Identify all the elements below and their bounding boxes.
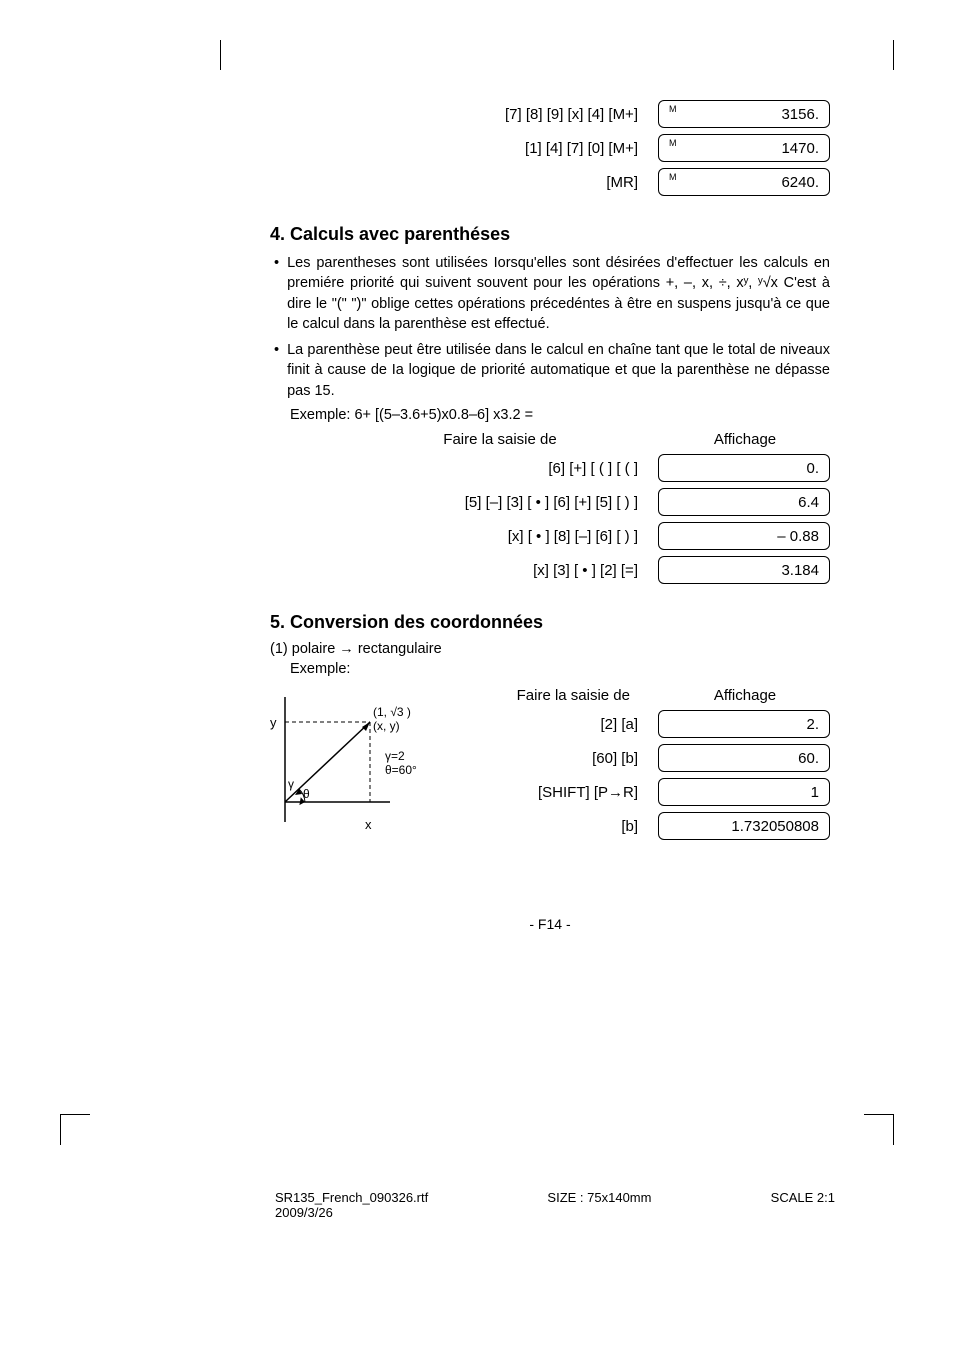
- header-display: Affichage: [660, 431, 830, 448]
- footer-filename: SR135_French_090326.rtf: [275, 1190, 428, 1205]
- display: 6.4: [658, 488, 830, 516]
- key-sequence: [x] [ • ] [8] [–] [6] [ ) ]: [340, 528, 658, 545]
- calc-row: [6] [+] [ ( ] [ ( ] 0.: [340, 454, 830, 482]
- calc-row: [2] [a] 2.: [435, 710, 830, 738]
- table-header: Faire la saisie de Affichage: [340, 431, 830, 448]
- key-sequence: [SHIFT] [P→R]: [435, 784, 658, 801]
- calc-row: [x] [ • ] [8] [–] [6] [ ) ] – 0.88: [340, 522, 830, 550]
- display-value: 3156.: [781, 106, 819, 123]
- key-sequence: [MR]: [340, 174, 658, 191]
- display: – 0.88: [658, 522, 830, 550]
- key-sequence: [1] [4] [7] [0] [M+]: [340, 140, 658, 157]
- key-sequence: [60] [b]: [435, 750, 658, 767]
- calc-row: [b] 1.732050808: [435, 812, 830, 840]
- footer-scale: SCALE 2:1: [771, 1190, 835, 1220]
- display: 1: [658, 778, 830, 806]
- x-axis-label: x: [365, 817, 372, 832]
- page-content: [7] [8] [9] [x] [4] [M+] M 3156. [1] [4]…: [270, 100, 830, 932]
- display: M 3156.: [658, 100, 830, 128]
- key-sequence: [x] [3] [ • ] [2] [=]: [340, 562, 658, 579]
- key-sequence: [2] [a]: [435, 716, 658, 733]
- key-sequence: [6] [+] [ ( ] [ ( ]: [340, 460, 658, 477]
- memory-row: [1] [4] [7] [0] [M+] M 1470.: [340, 134, 830, 162]
- display-value: 6240.: [781, 174, 819, 191]
- calc-row: [x] [3] [ • ] [2] [=] 3.184: [340, 556, 830, 584]
- example-label: Exemple:: [290, 661, 830, 677]
- header-display: Affichage: [660, 687, 830, 704]
- display: 0.: [658, 454, 830, 482]
- display-value: 1470.: [781, 140, 819, 157]
- display-value: 3.184: [781, 562, 819, 579]
- point-label: (1, √3 ): [373, 705, 411, 719]
- memory-row: [MR] M 6240.: [340, 168, 830, 196]
- bullet-icon: •: [274, 253, 279, 334]
- key-sequence: [b]: [435, 818, 658, 835]
- display-value: 6.4: [798, 494, 819, 511]
- display: 3.184: [658, 556, 830, 584]
- coord-section: y x (1, √3 ) (x, y) γ=2 θ=60° γ θ Faire …: [270, 687, 830, 846]
- section4-rows: [6] [+] [ ( ] [ ( ] 0. [5] [–] [3] [ • ]…: [340, 454, 830, 584]
- display: 2.: [658, 710, 830, 738]
- memory-rows: [7] [8] [9] [x] [4] [M+] M 3156. [1] [4]…: [340, 100, 830, 196]
- bullet-item: • Les parentheses sont utilisées Iorsqu'…: [270, 253, 830, 334]
- memory-row: [7] [8] [9] [x] [4] [M+] M 3156.: [340, 100, 830, 128]
- example-label: Exemple: 6+ [(5–3.6+5)x0.8–6] x3.2 =: [290, 407, 830, 423]
- section4-title: 4. Calculs avec parenthéses: [270, 224, 830, 245]
- display-value: 1: [811, 784, 819, 801]
- footer-date: 2009/3/26: [275, 1205, 333, 1220]
- page-number: - F14 -: [270, 916, 830, 932]
- memory-indicator: M: [669, 172, 677, 182]
- calc-row: [SHIFT] [P→R] 1: [435, 778, 830, 806]
- calc-row: [5] [–] [3] [ • ] [6] [+] [5] [ ) ] 6.4: [340, 488, 830, 516]
- bullet-text: La parenthèse peut être utilisée dans le…: [287, 340, 830, 401]
- key-sequence: [7] [8] [9] [x] [4] [M+]: [340, 106, 658, 123]
- calc-row: [60] [b] 60.: [435, 744, 830, 772]
- key-sequence: [5] [–] [3] [ • ] [6] [+] [5] [ ) ]: [340, 494, 658, 511]
- table-header: Faire la saisie de Affichage: [435, 687, 830, 704]
- display: 60.: [658, 744, 830, 772]
- y-axis-label: y: [270, 715, 277, 730]
- section5-sub: (1) polaire → rectangulaire: [270, 641, 830, 657]
- display: M 6240.: [658, 168, 830, 196]
- section5-title: 5. Conversion des coordonnées: [270, 612, 830, 633]
- display: 1.732050808: [658, 812, 830, 840]
- display-value: 60.: [798, 750, 819, 767]
- footer-size: SIZE : 75x140mm: [547, 1190, 651, 1220]
- header-input: Faire la saisie de: [340, 431, 660, 448]
- memory-indicator: M: [669, 138, 677, 148]
- display-value: 1.732050808: [731, 818, 819, 835]
- display: M 1470.: [658, 134, 830, 162]
- display-value: 2.: [806, 716, 819, 733]
- coord-table: Faire la saisie de Affichage [2] [a] 2. …: [435, 687, 830, 846]
- footer-file: SR135_French_090326.rtf 2009/3/26: [275, 1190, 428, 1220]
- bullet-icon: •: [274, 340, 279, 401]
- bullet-text: Les parentheses sont utilisées Iorsqu'el…: [287, 253, 830, 334]
- xy-label: (x, y): [373, 719, 400, 733]
- theta-sym: θ: [303, 787, 310, 801]
- display-value: – 0.88: [777, 528, 819, 545]
- header-input: Faire la saisie de: [435, 687, 660, 704]
- display-value: 0.: [806, 460, 819, 477]
- memory-indicator: M: [669, 104, 677, 114]
- bullet-item: • La parenthèse peut être utilisée dans …: [270, 340, 830, 401]
- polar-diagram: y x (1, √3 ) (x, y) γ=2 θ=60° γ θ: [270, 687, 435, 837]
- theta-label: θ=60°: [385, 763, 417, 777]
- gamma-label: γ=2: [385, 749, 405, 763]
- footer: SR135_French_090326.rtf 2009/3/26 SIZE :…: [275, 1190, 835, 1220]
- gamma-sym: γ: [288, 777, 294, 791]
